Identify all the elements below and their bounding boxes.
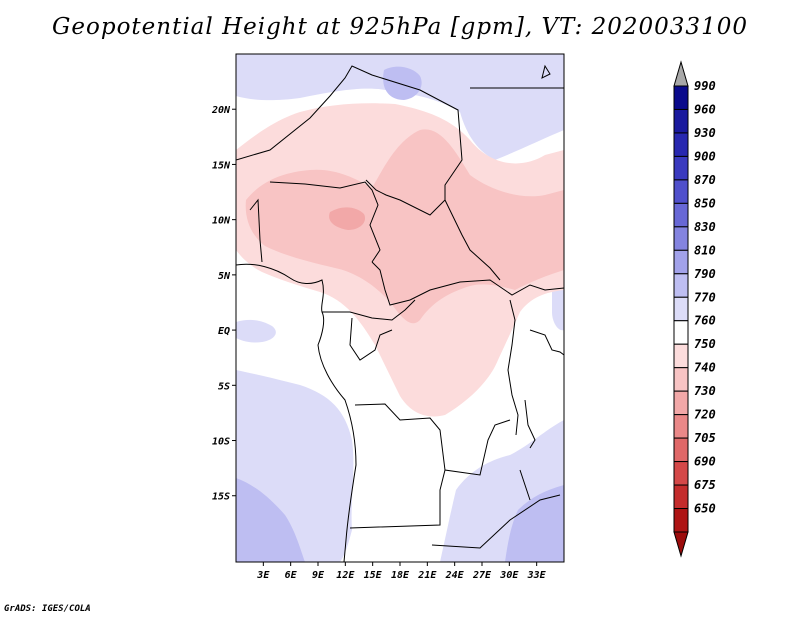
colorbar-label: 690 <box>694 455 716 469</box>
colorbar-swatch <box>673 108 689 134</box>
nigeria-niger-border <box>269 181 381 263</box>
car-south-border <box>371 261 564 306</box>
lat-tick-label: 5S <box>218 381 230 392</box>
colorbar-swatch <box>673 155 689 181</box>
lake-tanganyika <box>524 399 536 449</box>
colorbar-label: 760 <box>694 314 716 328</box>
colorbar-label: 750 <box>694 337 716 351</box>
longitude-axis: 3E 6E 9E 12E 15E 18E 21E 24E 27E 30E 33E <box>256 562 547 581</box>
colorbar-top-arrow <box>673 60 689 87</box>
lat-tick-label: 5N <box>218 271 231 282</box>
colorbar-label: 790 <box>694 267 716 281</box>
lon-tick-label: 9E <box>312 570 325 581</box>
lon-tick-label: 27E <box>472 570 492 581</box>
colorbar-swatch <box>673 273 689 298</box>
angola-south-border <box>349 469 446 529</box>
colorbar-swatch <box>673 484 689 510</box>
colorbar-swatch <box>673 179 689 204</box>
colorbar-swatch <box>673 320 689 345</box>
colorbar-swatch <box>673 461 689 486</box>
field-770-east-patch <box>552 286 564 331</box>
map-title: Geopotential Height at 925hPa [gpm], VT:… <box>52 14 748 40</box>
lon-tick-label: 3E <box>256 570 270 581</box>
colorbar-swatch <box>673 508 689 533</box>
colorbar-swatch <box>673 85 689 110</box>
colorbar-swatch <box>673 437 689 463</box>
colorbar-label: 740 <box>694 361 716 375</box>
colorbar-label: 990 <box>694 79 716 93</box>
field-770-north <box>236 54 564 160</box>
lon-tick-label: 30E <box>499 570 519 581</box>
colorbar-label: 870 <box>694 173 716 187</box>
height-field <box>236 54 564 562</box>
colorbar-swatch <box>673 367 689 392</box>
colorbar-label: 675 <box>694 478 716 492</box>
field-790-north-patch <box>383 66 422 100</box>
colorbar-label: 850 <box>694 196 716 210</box>
lat-tick-label: EQ <box>218 326 230 337</box>
colorbar: 990 960 930 900 870 850 830 810 790 770 760 750 740 7… <box>673 60 716 558</box>
lat-tick-label: 15S <box>212 492 230 503</box>
lat-tick-label: 15N <box>212 160 231 171</box>
east-africa-border <box>529 329 564 356</box>
grads-credit: GrADS: IGES/COLA <box>4 604 91 614</box>
colorbar-swatch <box>673 226 689 251</box>
southern-borders <box>431 494 561 549</box>
angola-drc-border <box>354 403 511 476</box>
colorbar-label: 900 <box>694 149 716 163</box>
lat-tick-label: 10S <box>212 437 230 448</box>
colorbar-bottom-arrow <box>673 531 689 558</box>
field-730-patch <box>329 207 366 230</box>
sahel-borders <box>236 65 501 281</box>
great-lakes-border <box>507 299 519 436</box>
lon-tick-label: 15E <box>364 570 383 581</box>
colorbar-swatch <box>673 390 689 416</box>
west-africa-borders <box>249 198 263 263</box>
field-790-southwest <box>236 478 305 562</box>
lon-tick-label: 12E <box>336 570 355 581</box>
colorbar-swatch <box>673 296 689 322</box>
field-740 <box>245 129 564 324</box>
colorbar-label: 830 <box>694 220 716 234</box>
latitude-axis: 20N 15N 10N 5N EQ 5S 10S 15S <box>211 105 236 503</box>
lon-tick-label: 21E <box>417 570 437 581</box>
colorbar-swatch <box>673 132 689 157</box>
lon-tick-label: 18E <box>391 570 410 581</box>
colorbar-label: 960 <box>694 102 716 116</box>
lake-malawi <box>519 469 531 501</box>
colorbar-label: 705 <box>694 431 716 445</box>
colorbar-swatch <box>673 414 689 439</box>
field-790-southeast <box>505 485 564 562</box>
lon-tick-label: 6E <box>285 570 298 581</box>
colorbar-swatch <box>673 343 689 369</box>
colorbar-label: 650 <box>694 502 716 516</box>
colorbar-label: 770 <box>694 290 716 304</box>
lat-tick-label: 10N <box>212 216 231 227</box>
lat-tick-label: 20N <box>211 105 231 116</box>
colorbar-label: 810 <box>694 243 716 257</box>
colorbar-swatch <box>673 249 689 275</box>
congo-border <box>349 317 393 361</box>
field-770-gulf-patch <box>236 319 276 343</box>
colorbar-label: 720 <box>694 408 716 422</box>
colorbar-label: 730 <box>694 384 716 398</box>
colorbar-swatch <box>673 202 689 228</box>
lon-tick-label: 24E <box>445 570 465 581</box>
colorbar-label: 930 <box>694 126 716 140</box>
chad-border <box>365 179 446 216</box>
cameroon-gabon-border <box>322 299 416 321</box>
lon-tick-label: 33E <box>527 570 547 581</box>
red-sea-coast <box>541 64 551 79</box>
country-borders <box>236 64 564 562</box>
west-coastline <box>236 263 357 562</box>
